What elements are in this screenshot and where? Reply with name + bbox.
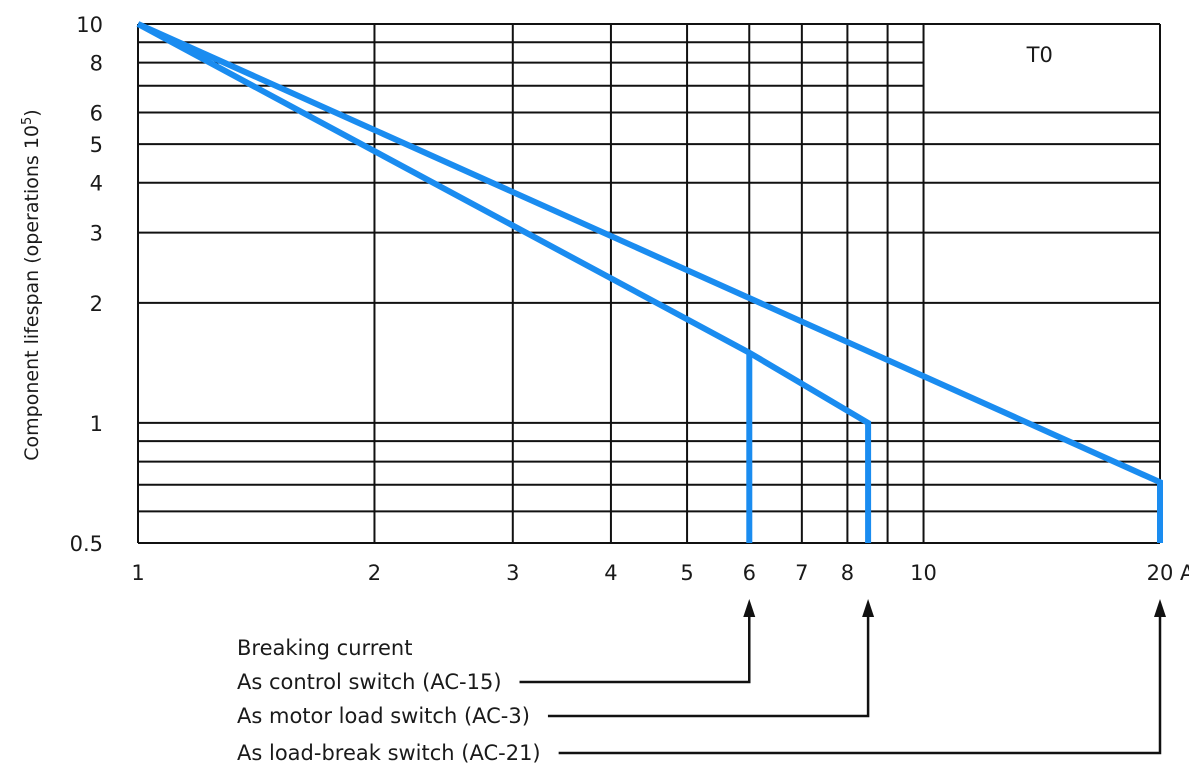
x-tick-label: 5 xyxy=(680,561,693,585)
y-tick-label: 8 xyxy=(90,52,103,76)
annotation-label: As control switch (AC-15) xyxy=(237,670,502,694)
x-tick-label: 4 xyxy=(604,561,617,585)
series-line-2 xyxy=(136,21,872,543)
x-axis-ticks: 1 2 3 4 5 6 7 8 10 20 A xyxy=(131,561,1189,585)
x-tick-label: 6 xyxy=(743,561,756,585)
x-axis-unit: A xyxy=(1180,561,1189,585)
x-tick-label: 7 xyxy=(795,561,808,585)
t0-box-mask xyxy=(925,25,1159,111)
breaking-current-annotation: Breaking current As control switch (AC-15… xyxy=(237,599,1166,765)
y-tick-label: 10 xyxy=(76,13,103,37)
series-line-1 xyxy=(136,21,1163,543)
y-tick-label: 4 xyxy=(90,172,103,196)
annotation-arrow-line xyxy=(558,615,1162,755)
series-group xyxy=(136,21,1163,543)
y-tick-label: 1 xyxy=(90,412,103,436)
annotation-heading: Breaking current xyxy=(237,636,412,660)
y-tick-label: 5 xyxy=(90,133,103,157)
annotation-label: As motor load switch (AC-3) xyxy=(237,704,530,728)
x-tick-label: 8 xyxy=(841,561,854,585)
annotation-arrow-line xyxy=(519,615,751,684)
annotation-arrow-line xyxy=(547,615,870,718)
annotation-arrow-head xyxy=(743,599,756,617)
annotation-arrow-head xyxy=(862,599,875,617)
y-axis-label: Component lifespan (operations 105) xyxy=(20,109,43,460)
t0-label: T0 xyxy=(1026,43,1053,67)
annotation-arrow-head xyxy=(1154,599,1166,617)
annotation-label: As load-break switch (AC-21) xyxy=(237,741,541,765)
y-axis-label-superscript: 5 xyxy=(20,117,35,125)
x-tick-label: 2 xyxy=(368,561,381,585)
y-axis-label-close: ) xyxy=(21,109,43,116)
y-tick-label: 2 xyxy=(90,292,103,316)
x-tick-label: 10 xyxy=(910,561,937,585)
x-tick-label: 3 xyxy=(506,561,519,585)
grid xyxy=(137,23,1161,544)
x-tick-label: 20 xyxy=(1147,561,1174,585)
x-tick-label: 1 xyxy=(131,561,144,585)
y-axis-ticks: 0.5 1 2 3 4 5 6 8 10 xyxy=(70,13,103,556)
y-tick-label: 3 xyxy=(90,222,103,246)
y-tick-label: 0.5 xyxy=(70,532,103,556)
y-tick-label: 6 xyxy=(90,101,103,125)
y-axis-label-main: Component lifespan (operations 10 xyxy=(21,125,43,461)
